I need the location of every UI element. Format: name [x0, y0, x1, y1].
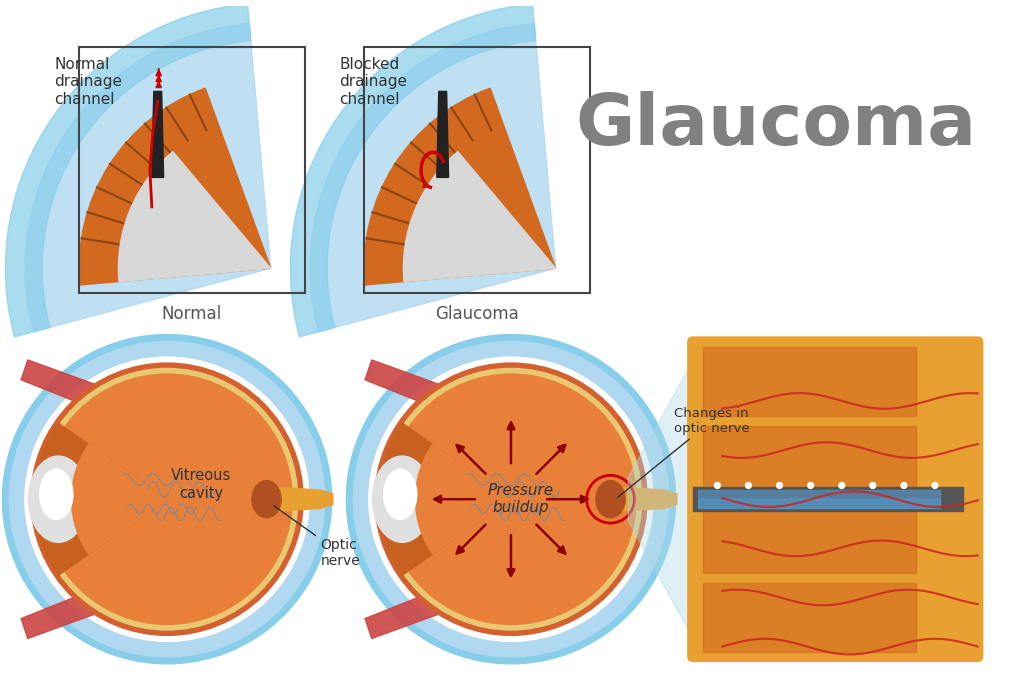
Text: Optic
nerve: Optic nerve	[273, 506, 360, 568]
Wedge shape	[79, 88, 270, 285]
Polygon shape	[22, 592, 100, 638]
Text: Pressure
buildup: Pressure buildup	[487, 483, 554, 516]
Wedge shape	[5, 4, 251, 337]
FancyBboxPatch shape	[693, 488, 964, 511]
Text: Vitreous
cavity: Vitreous cavity	[171, 469, 231, 501]
Polygon shape	[366, 592, 444, 638]
Ellipse shape	[384, 469, 417, 520]
Text: Changes in
optic nerve: Changes in optic nerve	[617, 406, 750, 497]
Text: Normal: Normal	[162, 305, 222, 323]
Circle shape	[378, 366, 644, 632]
Ellipse shape	[29, 456, 88, 542]
FancyBboxPatch shape	[702, 347, 916, 416]
FancyBboxPatch shape	[688, 337, 983, 662]
Wedge shape	[378, 423, 511, 576]
Polygon shape	[437, 91, 449, 177]
Wedge shape	[25, 24, 270, 332]
Circle shape	[776, 482, 782, 488]
Wedge shape	[119, 151, 270, 282]
Circle shape	[715, 482, 720, 488]
Polygon shape	[617, 487, 677, 511]
Polygon shape	[273, 487, 333, 511]
Polygon shape	[628, 352, 697, 647]
FancyBboxPatch shape	[702, 426, 916, 494]
Circle shape	[808, 482, 814, 488]
FancyBboxPatch shape	[702, 504, 916, 573]
Polygon shape	[152, 91, 164, 177]
Wedge shape	[291, 4, 536, 337]
Text: Blocked
drainage
channel: Blocked drainage channel	[339, 57, 407, 107]
Polygon shape	[22, 360, 100, 406]
Circle shape	[901, 482, 907, 488]
Circle shape	[869, 482, 876, 488]
Circle shape	[35, 366, 300, 632]
Text: Glaucoma: Glaucoma	[435, 305, 518, 323]
Circle shape	[932, 482, 938, 488]
Ellipse shape	[40, 469, 73, 520]
Circle shape	[839, 482, 845, 488]
Wedge shape	[310, 24, 556, 332]
Wedge shape	[365, 88, 556, 285]
Wedge shape	[72, 445, 167, 554]
Bar	[364, 47, 590, 293]
FancyBboxPatch shape	[697, 490, 940, 499]
FancyBboxPatch shape	[702, 582, 916, 651]
Bar	[79, 47, 304, 293]
Ellipse shape	[596, 481, 625, 518]
Wedge shape	[35, 423, 167, 576]
Text: Normal
drainage
channel: Normal drainage channel	[54, 57, 122, 107]
Text: Glaucoma: Glaucoma	[575, 91, 977, 160]
Circle shape	[745, 482, 752, 488]
Wedge shape	[403, 151, 556, 282]
Wedge shape	[416, 445, 511, 554]
Polygon shape	[366, 360, 444, 406]
Ellipse shape	[373, 456, 432, 542]
FancyBboxPatch shape	[697, 499, 940, 508]
Ellipse shape	[252, 481, 282, 518]
